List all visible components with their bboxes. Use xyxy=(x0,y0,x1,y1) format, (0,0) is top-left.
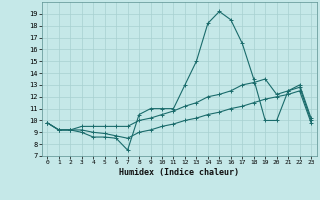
X-axis label: Humidex (Indice chaleur): Humidex (Indice chaleur) xyxy=(119,168,239,177)
